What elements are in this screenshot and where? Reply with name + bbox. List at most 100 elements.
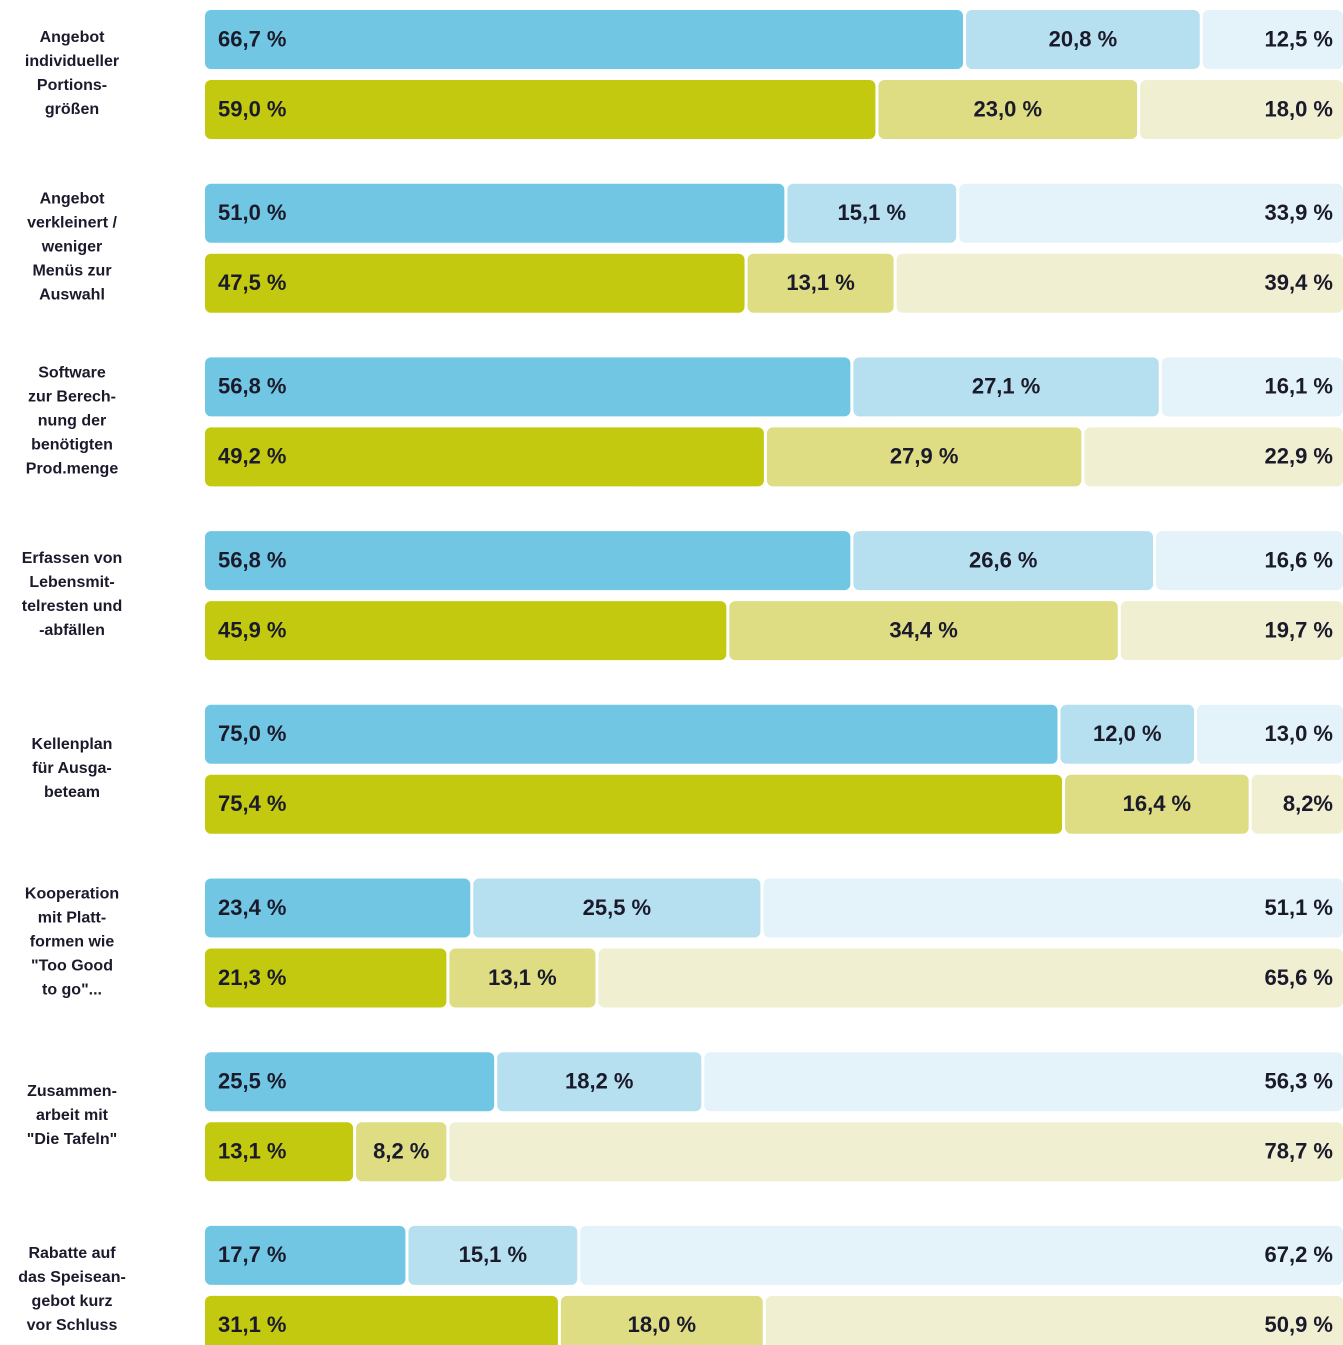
value-label: 39,4 % bbox=[1265, 270, 1334, 295]
bar-segment bbox=[205, 1295, 558, 1345]
value-label: 25,5 % bbox=[218, 1069, 287, 1094]
value-label: 34,4 % bbox=[889, 617, 958, 642]
value-label: 33,9 % bbox=[1265, 200, 1334, 225]
value-label: 13,0 % bbox=[1265, 721, 1334, 746]
value-label: 75,0 % bbox=[218, 721, 287, 746]
value-label: 12,0 % bbox=[1093, 721, 1162, 746]
value-label: 17,7 % bbox=[218, 1242, 287, 1267]
bar-segment bbox=[1065, 774, 1249, 834]
value-label: 49,2 % bbox=[218, 444, 287, 469]
value-label: 16,6 % bbox=[1265, 547, 1334, 572]
bar-segment bbox=[1060, 704, 1195, 764]
bar-segment bbox=[747, 253, 894, 313]
value-label: 65,6 % bbox=[1265, 965, 1334, 990]
value-label: 27,1 % bbox=[972, 374, 1041, 399]
value-label: 15,1 % bbox=[459, 1242, 528, 1267]
value-label: 78,7 % bbox=[1265, 1139, 1334, 1164]
category-label: Kellenplan für Ausga-beteam bbox=[32, 736, 113, 801]
bar-segment bbox=[205, 253, 745, 313]
value-label: 31,1 % bbox=[218, 1312, 287, 1337]
category-label: Kooperation mit Platt-formen wie "Too Good… bbox=[25, 886, 119, 999]
bar-segment bbox=[205, 1225, 406, 1285]
bar-segment bbox=[205, 774, 1063, 834]
value-label: 20,8 % bbox=[1049, 26, 1118, 51]
value-label: 50,9 % bbox=[1265, 1312, 1334, 1337]
value-label: 59,0 % bbox=[218, 96, 287, 121]
value-label: 26,6 % bbox=[969, 547, 1038, 572]
value-label: 47,5 % bbox=[218, 270, 287, 295]
bar-segment bbox=[205, 80, 876, 139]
bar-segment bbox=[1197, 704, 1343, 764]
category-label: Angebot individueller Portions-größen bbox=[25, 29, 119, 118]
value-label: 12,5 % bbox=[1265, 26, 1334, 51]
bar-segment bbox=[560, 1295, 763, 1345]
bar-segment bbox=[1084, 427, 1343, 487]
bar-segment bbox=[205, 1052, 495, 1112]
value-label: 13,1 % bbox=[786, 270, 855, 295]
bar-segment bbox=[878, 80, 1138, 139]
value-label: 18,0 % bbox=[628, 1312, 697, 1337]
bar-segment bbox=[959, 183, 1343, 243]
category-label: Erfassen von Lebensmit-telresten und -abfä… bbox=[22, 550, 122, 639]
bar-segment bbox=[205, 1122, 354, 1182]
bar-segment bbox=[729, 601, 1118, 661]
bar-segment bbox=[497, 1052, 702, 1112]
value-label: 16,4 % bbox=[1123, 791, 1192, 816]
value-label: 23,4 % bbox=[218, 895, 287, 920]
value-label: 75,4 % bbox=[218, 791, 287, 816]
bar-segment bbox=[966, 10, 1200, 69]
value-label: 18,0 % bbox=[1265, 96, 1334, 121]
bar-segment bbox=[1202, 10, 1343, 69]
bar-segment bbox=[1251, 774, 1343, 834]
category-label: Zusammen-arbeit mit "Die Tafeln" bbox=[27, 1083, 117, 1148]
value-label: 22,9 % bbox=[1265, 444, 1334, 469]
value-label: 45,9 % bbox=[218, 617, 287, 642]
bar-segment bbox=[205, 427, 764, 487]
value-label: 51,1 % bbox=[1265, 895, 1334, 920]
bar-segment bbox=[205, 704, 1058, 764]
bar-segment bbox=[1156, 531, 1343, 591]
bar-segment bbox=[580, 1225, 1343, 1285]
value-label: 51,0 % bbox=[218, 200, 287, 225]
bar-segment bbox=[598, 948, 1343, 1008]
value-label: 27,9 % bbox=[890, 444, 959, 469]
bar-segment bbox=[205, 948, 447, 1008]
bar-segment bbox=[1120, 601, 1343, 661]
value-label: 13,1 % bbox=[218, 1139, 287, 1164]
bar-segment bbox=[449, 948, 596, 1008]
value-label: 56,3 % bbox=[1265, 1069, 1334, 1094]
bar-segment bbox=[766, 427, 1082, 487]
bar-segment bbox=[408, 1225, 578, 1285]
category-label: Software zur Berech-nung der benötigten Pro… bbox=[26, 365, 119, 478]
bar-segment bbox=[205, 601, 727, 661]
value-label: 8,2 % bbox=[373, 1139, 429, 1164]
value-label: 25,5 % bbox=[583, 895, 652, 920]
value-label: 23,0 % bbox=[974, 96, 1043, 121]
bar-segment bbox=[205, 878, 471, 938]
bar-segment bbox=[896, 253, 1343, 313]
value-label: 13,1 % bbox=[488, 965, 557, 990]
value-label: 8,2% bbox=[1283, 791, 1333, 816]
category-label: Angebot verkleinert / weniger Menüs zur Ausw… bbox=[27, 191, 117, 304]
bar-segment bbox=[205, 357, 851, 417]
bar-segment bbox=[205, 183, 785, 243]
bar-segment bbox=[853, 357, 1159, 417]
bar-segment bbox=[1140, 80, 1343, 139]
value-label: 18,2 % bbox=[565, 1069, 634, 1094]
bar-segment bbox=[853, 531, 1154, 591]
bar-segment bbox=[787, 183, 957, 243]
bar-segment bbox=[1161, 357, 1343, 417]
value-label: 16,1 % bbox=[1265, 374, 1334, 399]
bar-segment bbox=[763, 878, 1343, 938]
bar-segment bbox=[205, 10, 964, 69]
value-label: 66,7 % bbox=[218, 26, 287, 51]
value-label: 56,8 % bbox=[218, 374, 287, 399]
value-label: 56,8 % bbox=[218, 547, 287, 572]
bar-segment bbox=[356, 1122, 447, 1182]
bar-segment bbox=[704, 1052, 1343, 1112]
bar-segment bbox=[449, 1122, 1343, 1182]
value-label: 21,3 % bbox=[218, 965, 287, 990]
value-label: 19,7 % bbox=[1265, 617, 1334, 642]
